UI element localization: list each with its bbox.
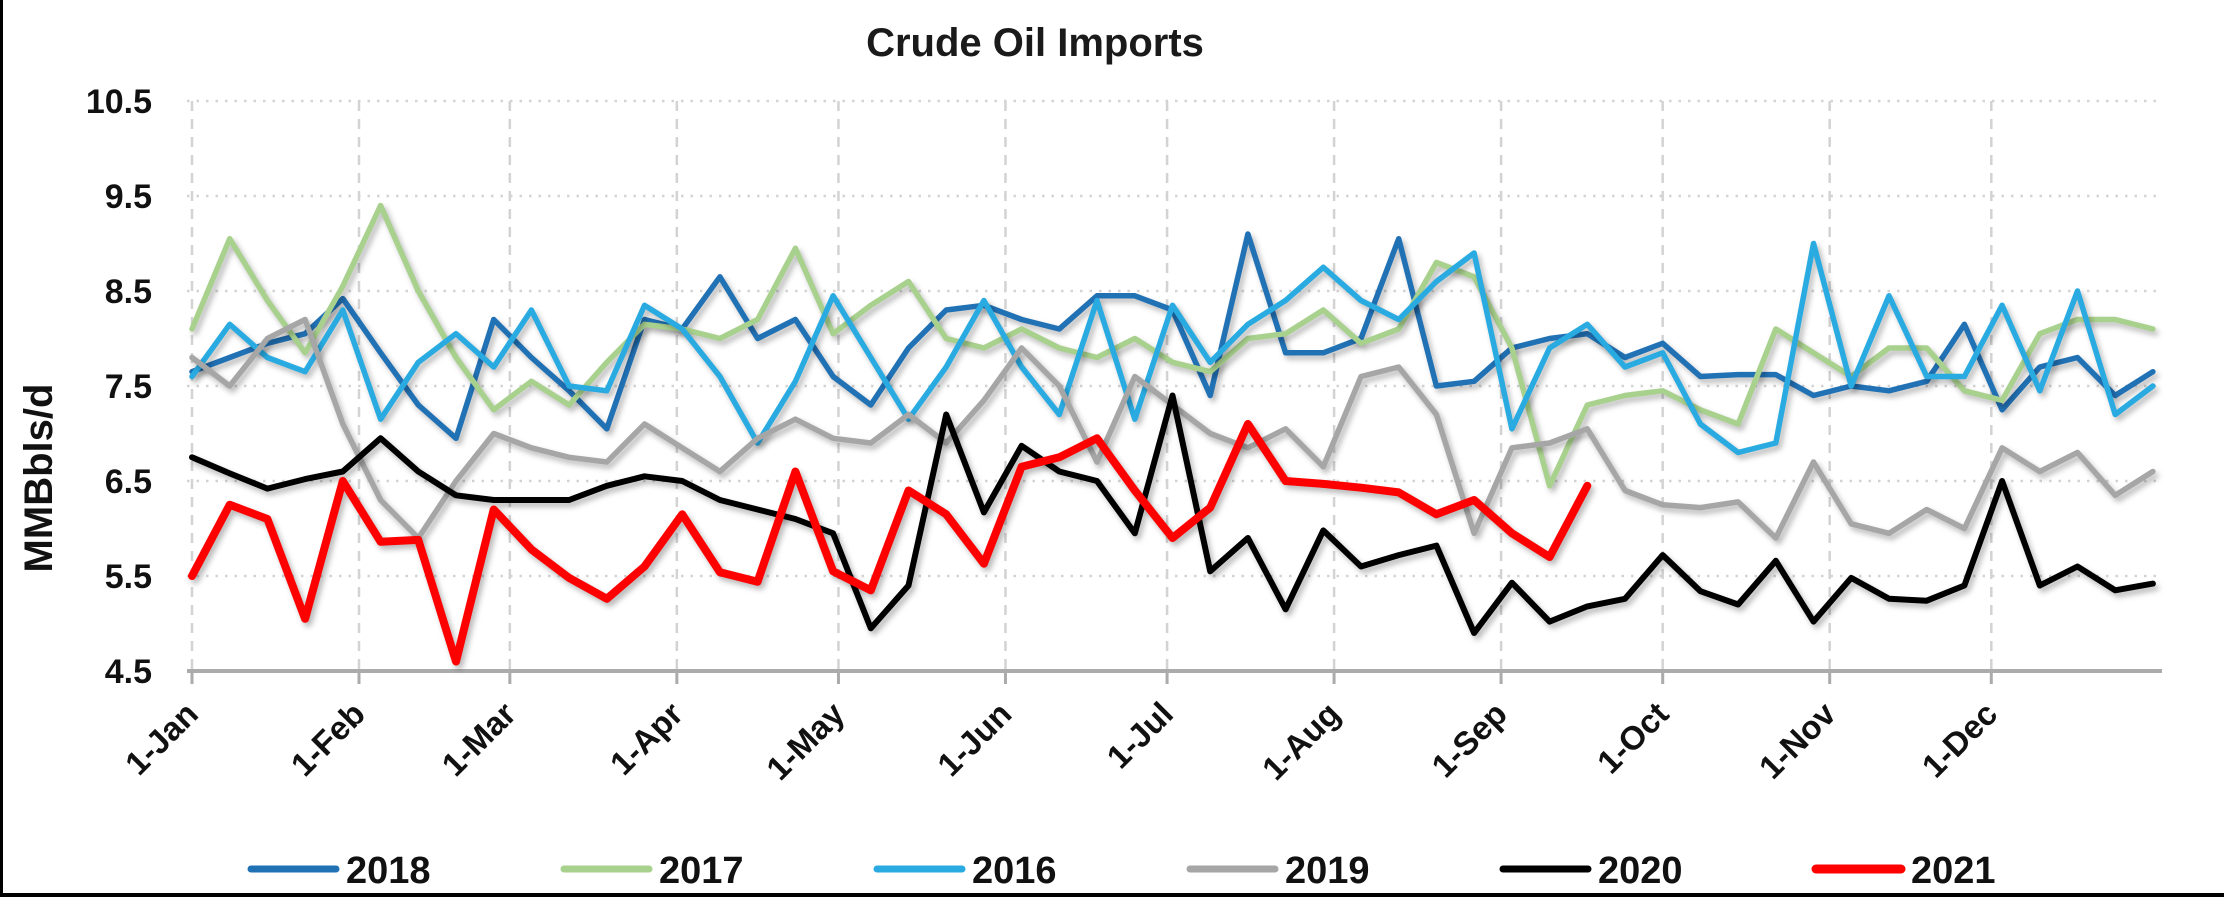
legend-label-2018: 2018 [346, 850, 431, 892]
y-tick-label: 7.5 [105, 368, 152, 406]
x-tick-label: 1-Jan [118, 695, 205, 782]
legend-label-2019: 2019 [1285, 850, 1370, 892]
chart-title: Crude Oil Imports [866, 21, 1204, 65]
horizontal-gridlines [187, 99, 2162, 578]
x-tick-label: 1-Aug [1255, 695, 1347, 787]
series-line-2021 [188, 420, 1592, 666]
data-series-lines [188, 202, 2156, 666]
y-tick-label: 9.5 [105, 178, 152, 216]
frame-border-bottom [0, 893, 2224, 897]
y-tick-label: 10.5 [86, 83, 152, 121]
legend-item-2018: 2018 [247, 850, 431, 892]
x-tick-label: 1-Feb [284, 695, 372, 783]
legend-item-2021: 2021 [1811, 850, 1996, 892]
x-tick-label: 1-Nov [1752, 694, 1843, 785]
x-tick-label: 1-Sep [1424, 695, 1514, 785]
legend-item-2017: 2017 [560, 850, 744, 892]
y-tick-label: 5.5 [105, 558, 152, 596]
x-tick-label: 1-Jul [1099, 695, 1180, 776]
chart-legend: 2018 2017 2016 2019 2020 2021 [247, 850, 1996, 892]
y-axis-tick-labels: 10.5 9.5 8.5 7.5 6.5 5.5 4.5 [86, 83, 152, 691]
frame-border-left [0, 0, 3, 897]
y-tick-label: 4.5 [105, 653, 152, 691]
x-axis-line [187, 669, 2162, 684]
legend-label-2016: 2016 [972, 850, 1057, 892]
legend-label-2021: 2021 [1911, 850, 1996, 892]
series-line-2020 [189, 392, 2156, 636]
legend-item-2019: 2019 [1186, 850, 1370, 892]
x-axis-tick-labels: 1-Jan 1-Feb 1-Mar 1-Apr 1-May 1-Jun 1-Jul 1-Aug… [118, 694, 2004, 787]
x-tick-label: 1-May [759, 694, 852, 787]
x-tick-label: 1-Oct [1590, 695, 1676, 781]
x-tick-label: 1-Mar [434, 695, 523, 784]
y-tick-label: 8.5 [105, 273, 152, 311]
series-line-2017 [189, 202, 2156, 489]
legend-item-2016: 2016 [873, 850, 1057, 892]
x-tick-label: 1-Dec [1915, 695, 2005, 785]
x-tick-label: 1-Apr [603, 695, 690, 782]
y-tick-label: 6.5 [105, 463, 152, 501]
legend-label-2017: 2017 [659, 850, 744, 892]
x-tick-label: 1-Jun [930, 695, 1018, 783]
series-line-2016 [189, 240, 2156, 456]
legend-item-2020: 2020 [1499, 850, 1683, 892]
legend-label-2020: 2020 [1598, 850, 1683, 892]
y-axis-title: MMBbls/d [17, 384, 61, 573]
